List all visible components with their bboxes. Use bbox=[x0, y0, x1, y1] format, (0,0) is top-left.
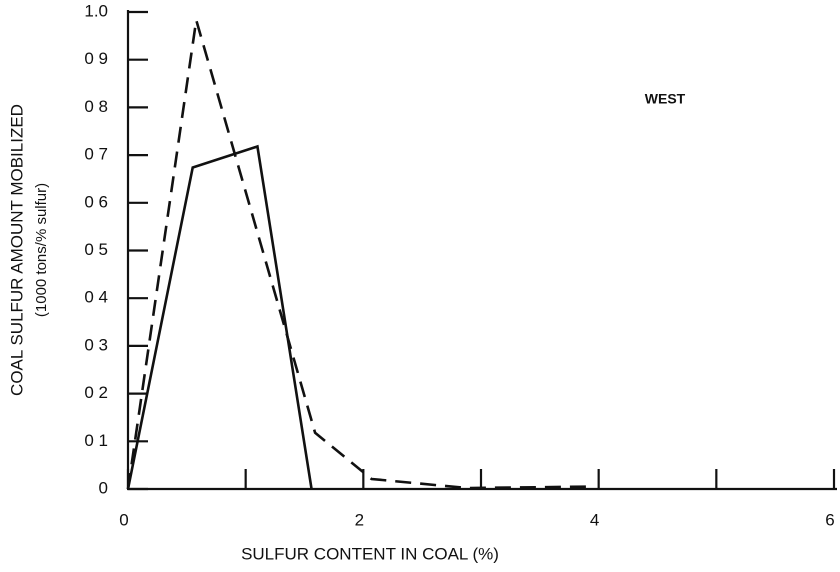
line bbox=[126, 144, 313, 490]
y-tick-label: 0 4 bbox=[84, 288, 108, 307]
y-tick-label: 0 3 bbox=[84, 335, 108, 354]
x-tick-label: 4 bbox=[590, 510, 599, 529]
y-tick-label: 0 9 bbox=[84, 49, 108, 68]
line bbox=[126, 19, 590, 490]
y-tick-label: 0 6 bbox=[84, 192, 108, 211]
y-tick-label: 0 5 bbox=[84, 240, 108, 259]
x-tick-label: 6 bbox=[825, 510, 834, 529]
x-axis-label: SULFUR CONTENT IN COAL (%) bbox=[241, 544, 499, 563]
y-tick-label: 0 1 bbox=[84, 431, 108, 450]
y-axis-label: COAL SULFUR AMOUNT MOBILIZED bbox=[7, 104, 26, 396]
y-tick-label: 0 7 bbox=[84, 145, 108, 164]
y-tick-label: 0 8 bbox=[84, 97, 108, 116]
y-axis-label: (1000 tons/% sulfur) bbox=[33, 183, 50, 317]
y-tick-label: 1.0 bbox=[84, 1, 108, 20]
y-tick-label: 0 2 bbox=[84, 383, 108, 402]
y-tick-label: 0 bbox=[99, 478, 108, 497]
x-tick-label: 0 bbox=[119, 510, 128, 529]
annotation: WEST bbox=[645, 91, 686, 107]
x-tick-label: 2 bbox=[355, 510, 364, 529]
